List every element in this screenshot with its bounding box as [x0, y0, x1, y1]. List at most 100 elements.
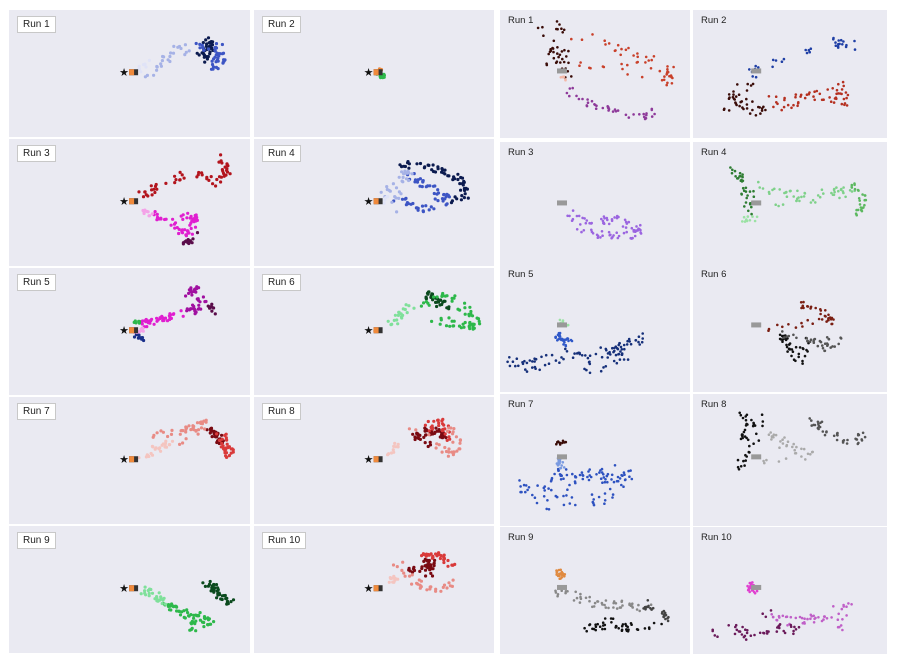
scatter-point — [423, 568, 428, 572]
scatter-point — [200, 620, 205, 624]
scatter-point — [407, 166, 411, 170]
scatter-point — [627, 337, 631, 341]
run-panel: Run 4 — [693, 142, 887, 270]
scatter-point — [542, 34, 545, 37]
scatter-point — [783, 96, 786, 100]
star-icon: ★ — [364, 66, 374, 79]
scatter-point — [781, 438, 784, 441]
scatter-point — [459, 198, 463, 202]
scatter-point — [784, 457, 788, 460]
scatter-point — [558, 460, 562, 463]
scatter-series — [808, 417, 867, 446]
scatter-point — [143, 589, 147, 593]
scatter-point — [162, 55, 166, 59]
scatter-point — [827, 313, 830, 317]
start-marker — [557, 200, 567, 206]
scatter-point — [819, 309, 823, 312]
scatter-point — [181, 217, 185, 221]
scatter-point — [599, 369, 603, 373]
scatter-point — [634, 339, 637, 342]
scatter-point — [850, 603, 853, 606]
scatter-point — [452, 450, 456, 454]
scatter-point — [632, 228, 635, 232]
scatter-point — [744, 186, 748, 190]
scatter-point — [209, 175, 213, 179]
scatter-point — [615, 625, 618, 628]
scatter-point — [152, 73, 156, 77]
scatter-point — [163, 316, 168, 320]
scatter-point — [644, 116, 648, 120]
scatter-point — [453, 562, 457, 566]
scatter-point — [435, 429, 439, 433]
scatter-point — [753, 219, 757, 223]
scatter-point — [745, 219, 749, 223]
scatter-point — [543, 489, 546, 492]
scatter-point — [594, 107, 598, 110]
scatter-point — [178, 442, 182, 446]
scatter-point — [588, 468, 591, 471]
scatter-point — [794, 95, 797, 99]
scatter-series — [555, 568, 567, 580]
scatter-point — [575, 214, 579, 218]
scatter-point — [826, 88, 829, 91]
scatter-series — [570, 33, 675, 87]
scatter-point — [403, 197, 407, 201]
scatter-point — [458, 441, 462, 445]
scatter-point — [435, 295, 439, 299]
scatter-point — [746, 629, 749, 632]
scatter-point — [204, 38, 208, 42]
scatter-point — [579, 223, 582, 226]
scatter-point — [219, 159, 223, 163]
scatter-point — [451, 578, 455, 582]
scatter-point — [581, 97, 584, 101]
scatter-point — [159, 64, 163, 68]
scatter-point — [729, 166, 732, 169]
scatter-point — [746, 194, 749, 197]
scatter-point — [782, 57, 786, 61]
scatter-point — [184, 437, 188, 441]
scatter-point — [751, 108, 754, 112]
scatter-point — [137, 190, 141, 194]
scatter-point — [760, 109, 764, 112]
scatter-point — [596, 600, 599, 603]
scatter-point — [225, 442, 229, 446]
scatter-point — [558, 577, 561, 580]
scatter-point — [770, 435, 774, 438]
scatter-point — [567, 61, 570, 65]
scatter-point — [836, 431, 839, 435]
scatter-point — [767, 433, 771, 436]
scatter-point — [830, 322, 834, 326]
scatter-point — [419, 304, 423, 308]
scatter-point — [799, 301, 803, 304]
scatter-point — [552, 56, 556, 60]
scatter-point — [745, 97, 748, 101]
scatter-point — [603, 603, 606, 607]
scatter-point — [733, 169, 737, 173]
scatter-point — [178, 178, 182, 182]
scatter-point — [441, 300, 445, 304]
scatter-point — [613, 464, 617, 467]
scatter-point — [208, 622, 212, 626]
scatter-plot — [557, 200, 643, 240]
scatter-point — [187, 424, 191, 428]
scatter-point — [624, 48, 628, 52]
scatter-point — [225, 163, 229, 167]
scatter-point — [426, 163, 430, 167]
scatter-point — [801, 359, 804, 363]
scatter-point — [462, 196, 466, 200]
scatter-point — [192, 220, 196, 224]
scatter-point — [620, 624, 624, 628]
scatter-series — [762, 431, 814, 465]
scatter-point — [412, 306, 416, 310]
scatter-point — [843, 102, 847, 105]
scatter-point — [630, 226, 634, 230]
scatter-point — [566, 70, 570, 73]
run-panel: ★ Run 2 — [254, 10, 494, 137]
scatter-point — [424, 300, 428, 304]
scatter-point — [642, 115, 646, 119]
scatter-point — [446, 429, 450, 433]
scatter-point — [432, 295, 436, 299]
scatter-point — [443, 294, 447, 298]
scatter-point — [395, 565, 399, 569]
scatter-point — [838, 42, 841, 46]
